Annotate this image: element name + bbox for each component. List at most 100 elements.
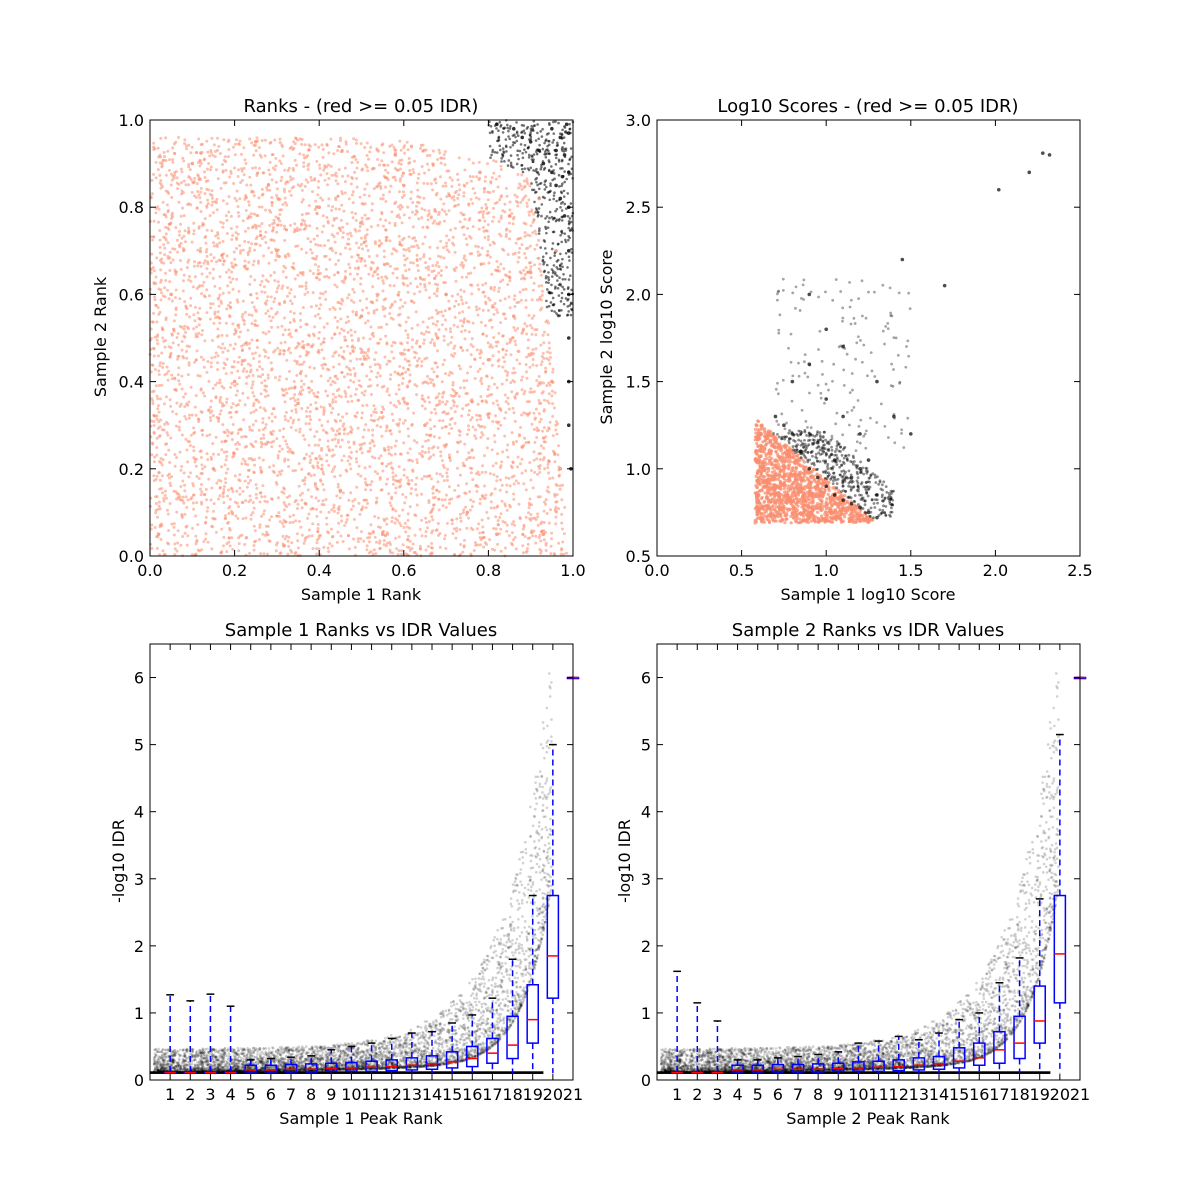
chart-1-cloud-point <box>191 285 195 289</box>
chart-1-cloud-point <box>301 388 305 392</box>
chart-1-cloud-point <box>160 327 164 331</box>
chart-1-cloud-point-pass <box>491 148 495 152</box>
chart-1-cloud-point <box>188 413 192 417</box>
chart-1-cloud-point <box>310 251 314 255</box>
chart-1-cloud-point <box>330 427 334 431</box>
chart-1-cloud-point <box>496 542 500 546</box>
chart-1-cloud-point <box>266 373 270 377</box>
chart-1-cloud-point <box>175 176 179 180</box>
chart-1-cloud-point <box>318 316 322 320</box>
chart-1-cloud-point <box>315 226 319 230</box>
chart-1-cloud-point <box>212 502 216 506</box>
chart-1-cloud-point <box>285 377 289 381</box>
chart-1-cloud-point <box>307 422 311 426</box>
chart-1-cloud-point <box>325 516 329 520</box>
chart-1-cloud-point <box>517 237 521 241</box>
chart-1-cloud-point <box>353 330 357 334</box>
chart-1-cloud-point <box>197 225 201 229</box>
chart-1-cloud-point <box>352 380 356 384</box>
chart-1-cloud-point-pass <box>551 296 555 300</box>
chart-1-cloud-point <box>235 382 239 386</box>
chart-1-cloud-point <box>260 187 264 191</box>
chart-1-cloud-point <box>302 382 306 386</box>
chart-1-cloud-point <box>287 254 291 258</box>
chart-1-cloud-point <box>505 523 509 527</box>
chart-1-cloud-point-pass <box>495 151 499 154</box>
chart-1-cloud-point <box>348 445 352 449</box>
chart-1-cloud-point <box>537 375 541 379</box>
chart-1-cloud-point <box>246 267 250 271</box>
chart-1-cloud-point <box>210 547 214 551</box>
chart-1-cloud-point <box>339 252 343 256</box>
chart-1-cloud-point <box>392 356 396 360</box>
chart-1-cloud-point <box>290 265 294 269</box>
chart-1-cloud-point <box>513 419 517 423</box>
chart-1-cloud-point <box>171 158 175 162</box>
chart-1-cloud-point <box>440 310 444 314</box>
chart-1-cloud-point <box>415 476 419 480</box>
chart-1-cloud-point <box>308 224 312 228</box>
chart-1-cloud-point <box>191 482 195 486</box>
chart-1-cloud-point <box>182 159 186 163</box>
chart-1-cloud-point <box>514 547 518 551</box>
chart-1-cloud-point <box>184 147 188 151</box>
chart-1-cloud-point <box>237 542 241 546</box>
chart-1-cloud-point <box>150 397 154 401</box>
chart-1-cloud-point <box>184 144 188 148</box>
chart-1-cloud-point <box>499 164 503 168</box>
chart-1-cloud-point <box>153 455 157 459</box>
chart-1-cloud-point <box>538 495 542 499</box>
chart-1-cloud-point <box>197 331 201 335</box>
chart-1-cloud-point <box>483 294 487 298</box>
chart-1-cloud-point <box>393 248 397 252</box>
chart-1-cloud-point <box>280 324 284 328</box>
chart-1-cloud-point <box>187 363 191 367</box>
chart-1-cloud-point <box>394 148 398 152</box>
chart-1-cloud-point <box>232 347 236 351</box>
chart-1-cloud-point <box>188 176 192 180</box>
chart-1-cloud-point <box>331 406 335 410</box>
chart-1-cloud-point <box>524 469 528 473</box>
chart-1-cloud-point <box>319 291 323 295</box>
chart-1-cloud-point <box>318 163 322 167</box>
chart-1-cloud-point <box>322 337 326 341</box>
chart-1-cloud-point <box>390 350 394 354</box>
chart-1-cloud-point <box>359 530 363 534</box>
chart-1-cloud-point <box>188 315 192 319</box>
chart-1-cloud-point <box>286 552 290 556</box>
chart-1-cloud-point <box>184 417 188 421</box>
chart-1-cloud-point <box>412 171 416 175</box>
chart-1-cloud-point <box>156 205 160 209</box>
chart-1-cloud-point <box>175 510 179 514</box>
chart-1-cloud-point <box>519 184 523 188</box>
chart-1-cloud-point <box>558 487 562 491</box>
chart-1-cloud-point <box>284 520 288 524</box>
chart-1-cloud-point <box>447 485 451 489</box>
chart-1-cloud-point <box>338 419 342 423</box>
chart-1-cloud-point <box>454 279 458 283</box>
chart-1-cloud-point <box>244 229 248 233</box>
chart-1-cloud-point <box>248 137 252 141</box>
chart-1-cloud-point <box>394 405 398 409</box>
chart-1-cloud-point <box>324 498 328 502</box>
chart-1-cloud-point <box>250 226 254 230</box>
chart-1-cloud-point <box>521 551 525 555</box>
chart-1-cloud-point <box>469 343 473 347</box>
chart-1-cloud-point-pass <box>544 155 548 159</box>
chart-1-cloud-point <box>170 522 174 526</box>
chart-1-cloud-point <box>152 479 156 483</box>
chart-1-cloud-point <box>317 330 321 334</box>
chart-1-cloud-point <box>341 539 345 543</box>
chart-1-cloud-point <box>476 245 480 249</box>
chart-1-cloud-point <box>194 457 198 461</box>
chart-1-cloud-point-pass <box>559 233 562 237</box>
chart-1-cloud-point <box>291 469 295 473</box>
chart-1-cloud-point <box>251 166 255 170</box>
chart-1-cloud-point <box>478 356 482 360</box>
chart-1-cloud-point <box>510 541 514 545</box>
chart-1-cloud-point <box>394 392 398 396</box>
chart-1-cloud-point <box>180 181 184 185</box>
chart-1-cloud-point <box>185 266 189 270</box>
chart-1-cloud-point <box>329 137 333 141</box>
chart-1-cloud-point <box>157 369 161 373</box>
